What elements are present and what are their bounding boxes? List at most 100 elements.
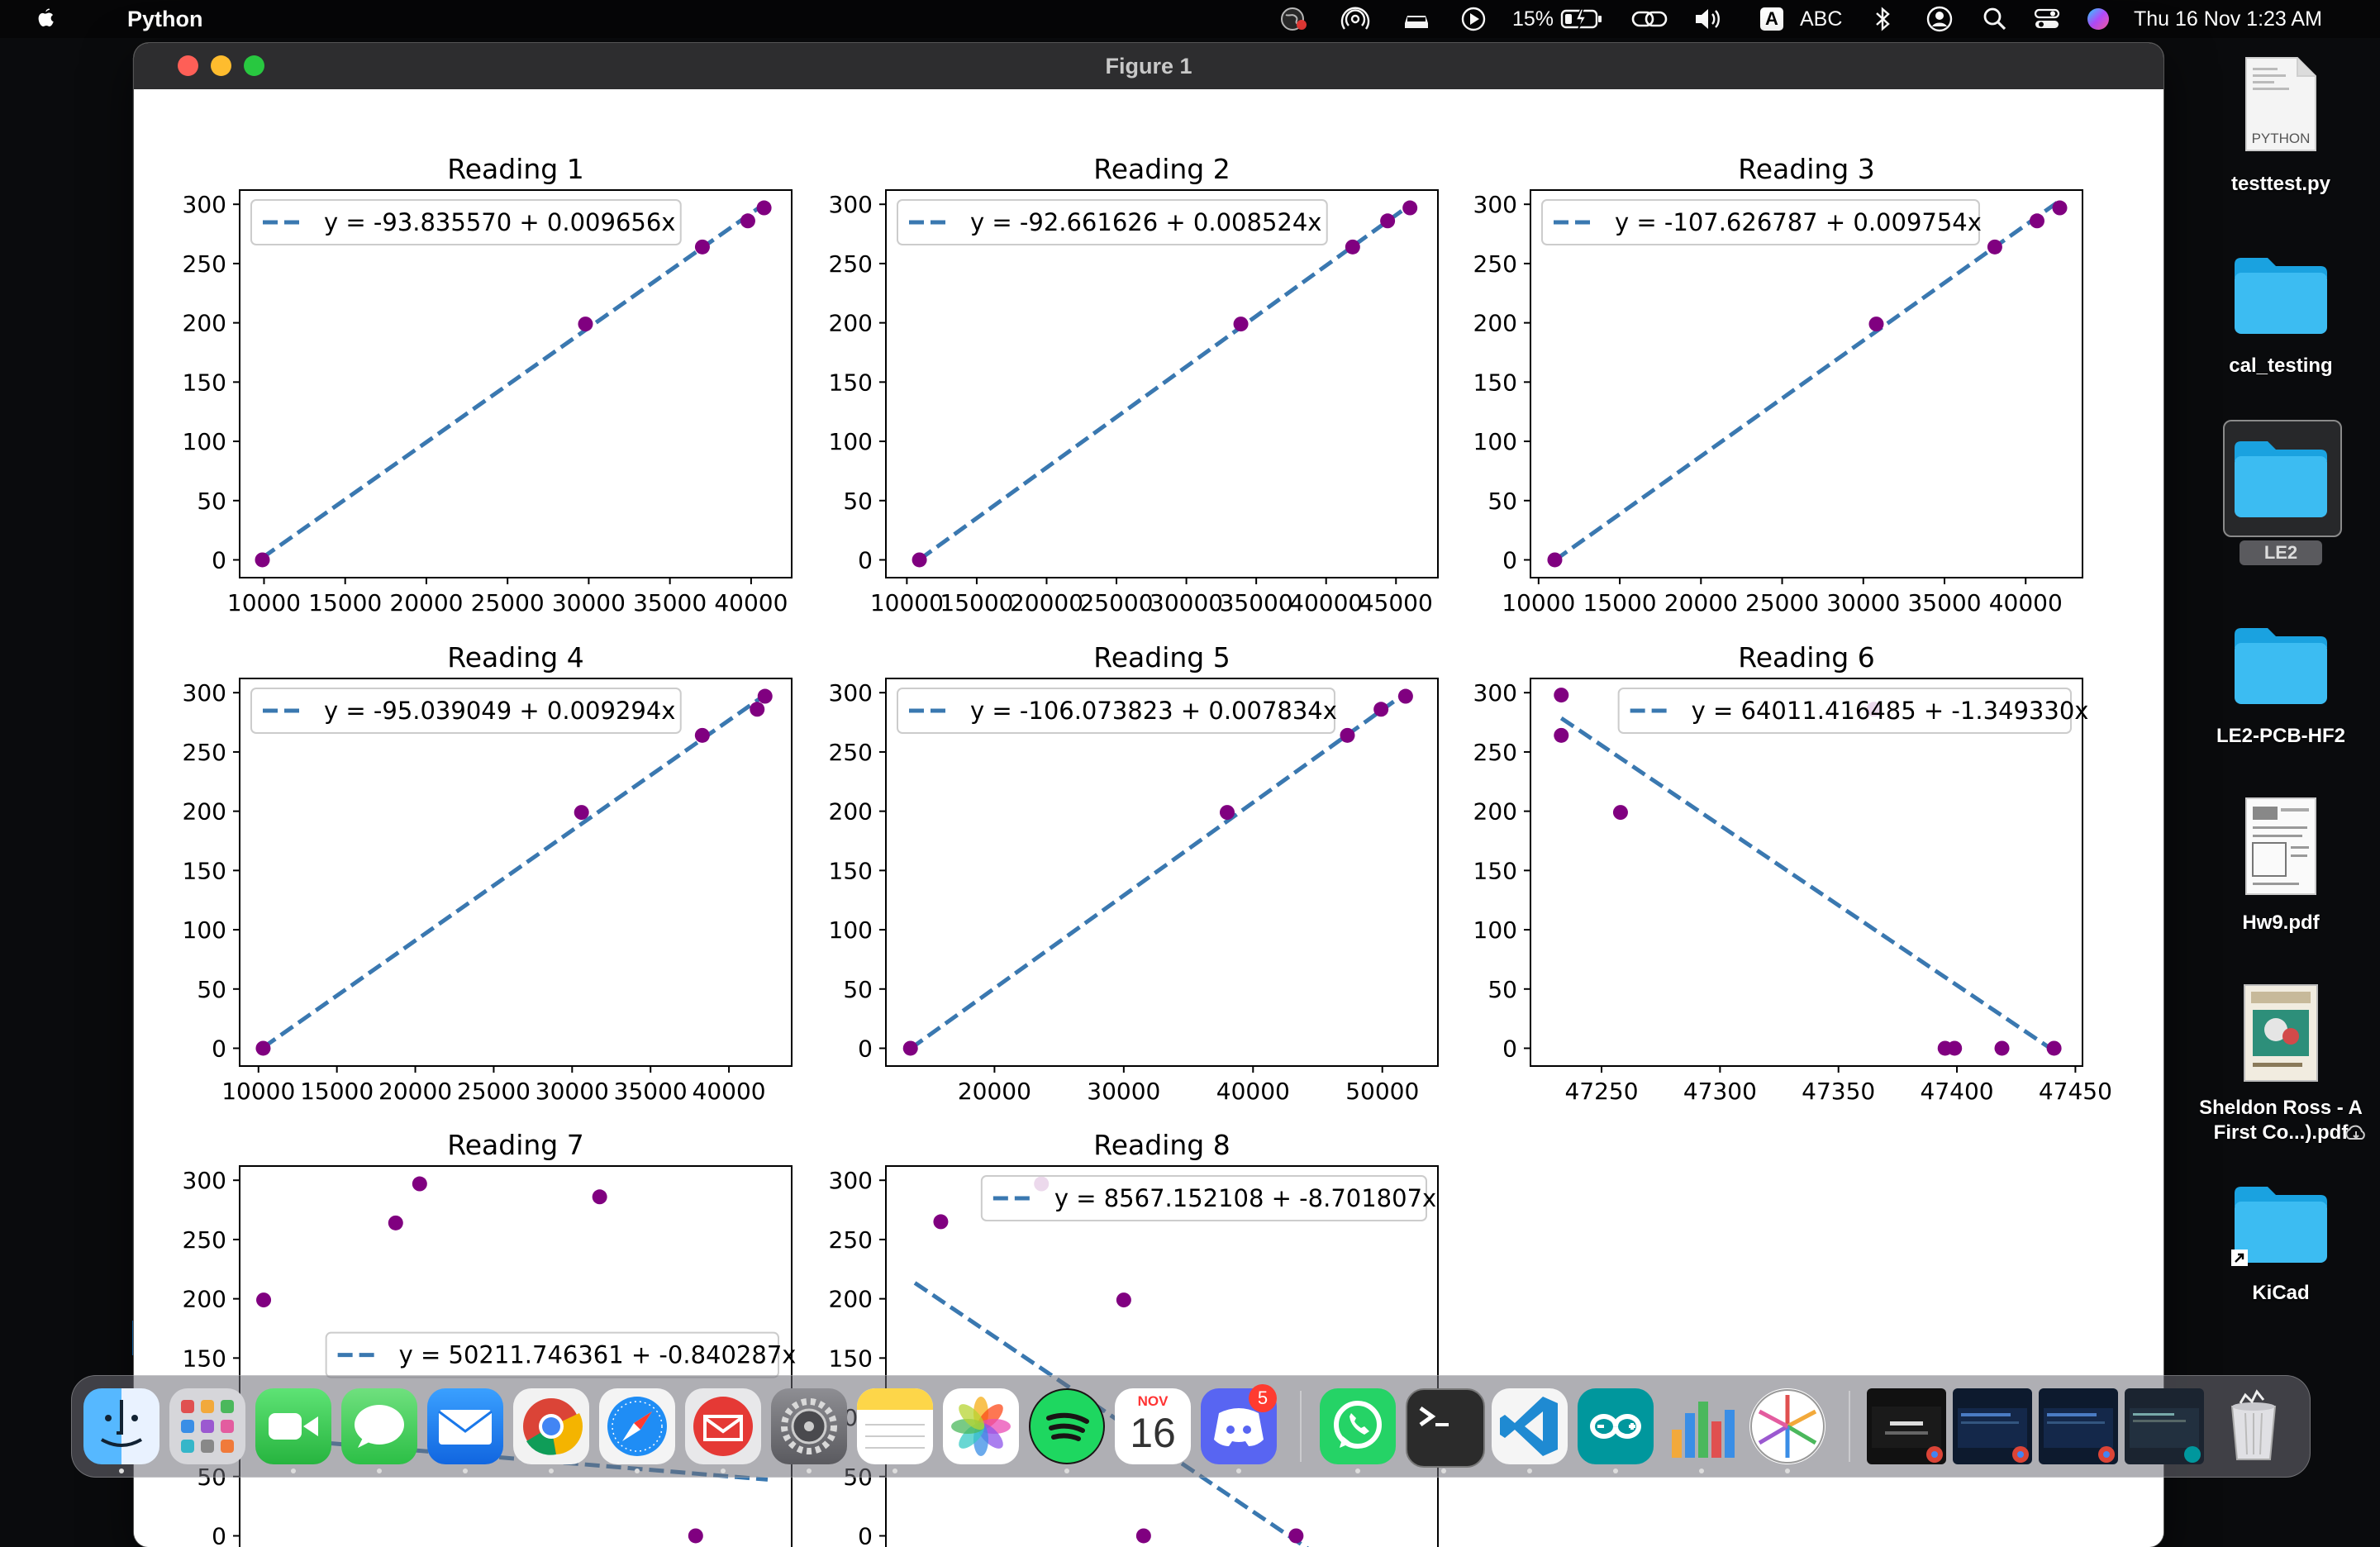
spotify-icon[interactable] (1029, 1388, 1105, 1464)
y-tick-label: 200 (829, 310, 873, 337)
link-status-icon[interactable] (1630, 5, 1669, 33)
control-center-icon[interactable] (2033, 5, 2061, 33)
y-tick-label: 200 (1473, 798, 1517, 826)
discord-icon[interactable] (1201, 1388, 1277, 1464)
y-tick-label: 200 (829, 1286, 873, 1313)
y-tick-label: 100 (183, 916, 226, 944)
user-account-icon[interactable] (1925, 5, 1954, 33)
photos-icon[interactable] (943, 1388, 1019, 1464)
running-indicator (635, 1468, 640, 1473)
minimize-window-button[interactable] (211, 55, 231, 76)
legend-label: y = 50211.746361 + -0.840287x (399, 1341, 797, 1369)
bluetooth-icon[interactable] (1873, 5, 1892, 33)
app-name-menu[interactable]: Python (127, 7, 203, 31)
volume-icon[interactable] (1692, 5, 1726, 33)
chrome-icon[interactable] (513, 1388, 589, 1464)
y-tick-label: 300 (829, 191, 873, 218)
data-point (578, 317, 593, 332)
input-source-badge[interactable]: A (1760, 7, 1783, 31)
y-tick-label: 0 (1502, 546, 1517, 574)
spotlight-search-icon[interactable] (1982, 5, 2008, 33)
facetime-icon[interactable] (255, 1388, 331, 1464)
fit-line (1559, 716, 2055, 1053)
legend-label: y = 8567.152108 + -8.701807x (1054, 1184, 1436, 1212)
data-point (2029, 213, 2044, 229)
x-tick-label: 25000 (1079, 589, 1153, 616)
airdrop-icon[interactable] (1340, 5, 1370, 33)
y-tick-label: 300 (829, 679, 873, 707)
globe-status-icon[interactable] (1278, 5, 1311, 33)
zoom-window-button[interactable] (244, 55, 264, 76)
menubar-clock[interactable]: Thu 16 Nov 1:23 AM (2134, 7, 2322, 31)
siri-icon[interactable] (2084, 5, 2112, 33)
data-point (1233, 317, 1249, 332)
window-titlebar[interactable]: Figure 1 (134, 43, 2163, 90)
battery-charging-icon[interactable] (1560, 5, 1603, 33)
finder-icon[interactable] (83, 1388, 159, 1464)
x-tick-label: 15000 (308, 589, 382, 616)
menu-bar: Python 15% A ABC (0, 0, 2380, 38)
play-status-icon[interactable] (1459, 5, 1488, 33)
desktop-label: Hw9.pdf (2242, 912, 2320, 934)
x-tick-label: 45000 (1359, 589, 1433, 616)
legend-box (250, 199, 682, 245)
y-tick-label: 300 (183, 679, 226, 707)
desktop-label-renaming[interactable]: LE2 (2240, 540, 2322, 565)
desktop-label: cal_testing (2229, 355, 2333, 377)
file-type-tag: PYTHON (2251, 131, 2311, 146)
y-tick-label: 200 (183, 798, 226, 826)
chart-reading-1: Reading 1 0 50 100 150 200 250 300 10000 15000 200… (183, 153, 793, 616)
y-tick-label: 150 (1473, 857, 1517, 884)
y-tick-label: 300 (183, 191, 226, 218)
data-point (933, 1214, 949, 1230)
x-tick-label: 40000 (693, 1078, 766, 1105)
legend-label: y = -92.661626 + 0.008524x (970, 208, 1321, 236)
y-tick-label: 50 (1488, 488, 1517, 515)
y-tick-label: 150 (829, 1345, 873, 1372)
x-tick-label: 30000 (1826, 589, 1900, 616)
running-indicator (721, 1468, 726, 1473)
car-icon[interactable] (1400, 5, 1433, 33)
data-point (1135, 1528, 1151, 1544)
running-indicator (1527, 1468, 1532, 1473)
folder-icon (2235, 441, 2327, 517)
mail-icon[interactable] (427, 1388, 503, 1464)
desktop-label: testtest.py (2230, 173, 2331, 195)
whatsapp-icon[interactable] (1320, 1388, 1396, 1464)
terminal-icon[interactable] (1406, 1388, 1485, 1468)
figure-window[interactable]: Figure 1 Reading 1 0 50 100 150 200 250 300 1000… (134, 43, 2163, 1547)
calendar-icon[interactable]: NOV 16 (1115, 1388, 1191, 1464)
data-point (1402, 200, 1418, 216)
trash-icon[interactable] (2216, 1388, 2292, 1464)
x-tick-label: 47300 (1683, 1078, 1757, 1105)
chrome-window-thumbnail-3[interactable] (2039, 1388, 2118, 1464)
messages-icon[interactable] (341, 1388, 417, 1464)
arduino-icon[interactable] (1578, 1388, 1654, 1464)
chrome-window-thumbnail-1[interactable] (1867, 1388, 1946, 1464)
system-settings-icon[interactable] (771, 1388, 847, 1464)
safari-icon[interactable] (599, 1388, 675, 1464)
notes-icon[interactable] (857, 1388, 933, 1464)
apple-menu-icon[interactable] (31, 5, 60, 33)
chrome-window-thumbnail-2[interactable] (1953, 1388, 2032, 1464)
y-tick-label: 250 (1473, 250, 1517, 278)
arduino-window-thumbnail[interactable] (2125, 1388, 2204, 1464)
vscode-icon[interactable] (1492, 1388, 1568, 1464)
x-tick-label: 40000 (1989, 589, 2063, 616)
figure-canvas[interactable]: Reading 1 0 50 100 150 200 250 300 10000 15000 200… (134, 89, 2163, 1547)
input-source-label[interactable]: ABC (1800, 7, 1843, 31)
data-point (1116, 1292, 1131, 1308)
python-file-icon (2245, 57, 2316, 151)
x-tick-label: 30000 (1150, 589, 1223, 616)
data-point (2052, 200, 2068, 216)
spark-mail-icon[interactable] (685, 1388, 761, 1464)
running-indicator (1785, 1468, 1790, 1473)
close-window-button[interactable] (178, 55, 198, 76)
pinwheel-app-icon[interactable] (1749, 1388, 1825, 1464)
running-indicator (1355, 1468, 1360, 1473)
instruments-chart-icon[interactable] (1664, 1388, 1740, 1464)
launchpad-icon[interactable] (169, 1388, 245, 1464)
data-point (756, 200, 772, 216)
x-tick-label: 47450 (2039, 1078, 2112, 1105)
x-tick-label: 20000 (958, 1078, 1031, 1105)
